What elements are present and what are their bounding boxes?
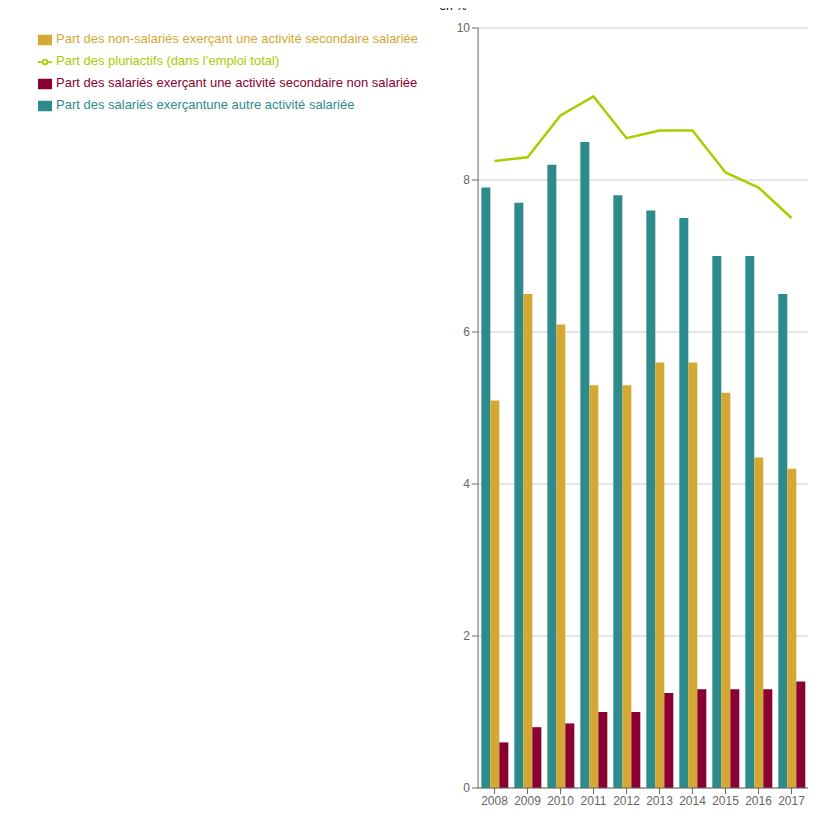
html-text:Part des non-salariés exerçant: Part des non-salariés exerçant une activ… xyxy=(56,31,418,46)
svg-text:0: 0 xyxy=(463,781,470,795)
svg-text:6: 6 xyxy=(463,325,470,339)
svg-text:2013: 2013 xyxy=(646,794,673,808)
svg-text:2014: 2014 xyxy=(679,794,706,808)
svg-text:2011: 2011 xyxy=(581,794,607,808)
svg-text:2016: 2016 xyxy=(745,794,772,808)
svg-text:2008: 2008 xyxy=(481,794,508,808)
html-text:Part des pluriactifs (dans l’e: Part des pluriactifs (dans l’emploi tota… xyxy=(56,53,280,68)
svg-text:2: 2 xyxy=(463,629,470,643)
svg-text:2012: 2012 xyxy=(613,794,640,808)
svg-text:8: 8 xyxy=(463,173,470,187)
html-text:Part des salariés exerçantune: Part des salariés exerçantune autre acti… xyxy=(56,97,355,112)
svg-text:2015: 2015 xyxy=(712,794,739,808)
svg-text:2009: 2009 xyxy=(514,794,541,808)
svg-text:10: 10 xyxy=(457,21,471,35)
svg-text:4: 4 xyxy=(463,477,470,491)
svg-text:en %: en % xyxy=(439,8,467,13)
svg-text:2010: 2010 xyxy=(547,794,574,808)
svg-text:2017: 2017 xyxy=(778,794,805,808)
html-text:Part des salariés exerçant une: Part des salariés exerçant une activité … xyxy=(56,75,418,90)
